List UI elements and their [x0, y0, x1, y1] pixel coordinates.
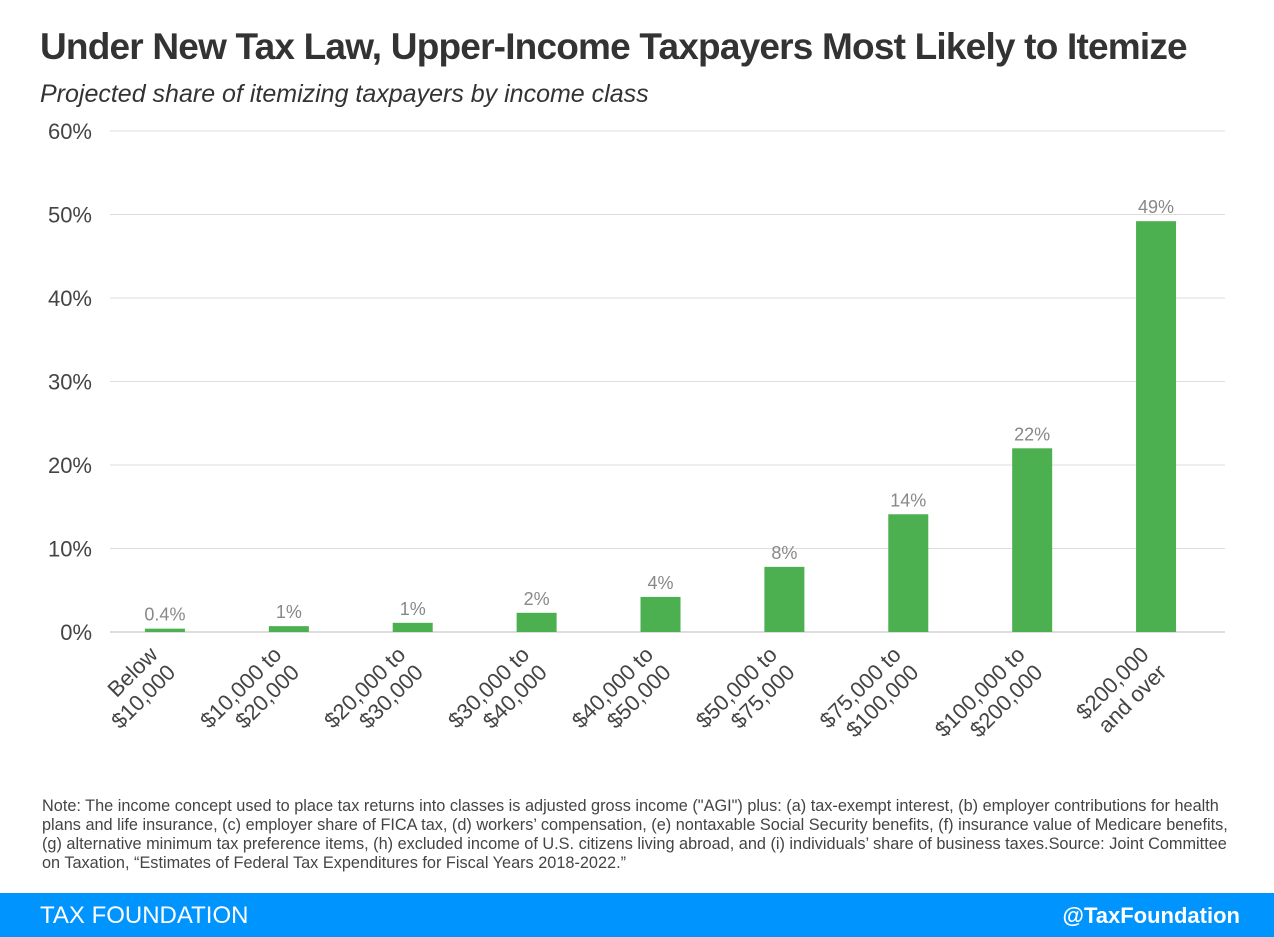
bar: [888, 514, 929, 632]
bar: [392, 622, 433, 632]
data-label: 8%: [771, 543, 797, 563]
x-tick-label: $200,000and over: [1071, 642, 1171, 742]
bar: [1136, 221, 1177, 632]
data-label: 0.4%: [144, 605, 185, 625]
bar: [516, 612, 557, 632]
y-tick-label: 0%: [60, 620, 92, 645]
bar: [764, 566, 805, 632]
bar: [268, 626, 309, 632]
x-tick-label: Below$10,000: [89, 642, 181, 734]
x-tick-label: $20,000 to$30,000: [319, 642, 428, 751]
bar: [1012, 448, 1053, 632]
bar-chart: 0% 10% 20% 30% 40% 50% 60% 0.4% Below$10,000 1% $1…: [48, 119, 1225, 760]
brand-logo-text: TAX FOUNDATION: [40, 902, 249, 929]
x-tick-label: $50,000 to$75,000: [691, 642, 800, 751]
data-label: 1%: [276, 602, 302, 622]
y-tick-label: 20%: [48, 453, 92, 478]
footer-bar: TAX FOUNDATION @TaxFoundation: [0, 893, 1274, 937]
data-label: 49%: [1138, 197, 1174, 217]
y-tick-label: 60%: [48, 119, 92, 144]
data-label: 1%: [400, 599, 426, 619]
y-tick-label: 40%: [48, 286, 92, 311]
x-tick-label: $75,000 to$100,000: [815, 642, 924, 751]
data-label: 2%: [524, 589, 550, 609]
y-tick-label: 10%: [48, 537, 92, 562]
x-tick-label: $30,000 to$40,000: [443, 642, 552, 751]
chart-subtitle: Projected share of itemizing taxpayers b…: [40, 80, 649, 108]
y-tick-label: 30%: [48, 370, 92, 395]
y-tick-label: 50%: [48, 203, 92, 228]
x-tick-label: $100,000 to$200,000: [930, 642, 1048, 760]
data-label: 4%: [647, 573, 673, 593]
data-label: 14%: [890, 490, 926, 510]
chart-title: Under New Tax Law, Upper-Income Taxpayer…: [40, 26, 1188, 67]
bar: [640, 596, 681, 632]
bar: [144, 628, 185, 632]
source-note: Note: The income concept used to place t…: [42, 797, 1228, 872]
data-label: 22%: [1014, 424, 1050, 444]
x-tick-label: $10,000 to$20,000: [195, 642, 304, 751]
twitter-handle: @TaxFoundation: [1062, 903, 1240, 928]
x-tick-label: $40,000 to$50,000: [567, 642, 676, 751]
